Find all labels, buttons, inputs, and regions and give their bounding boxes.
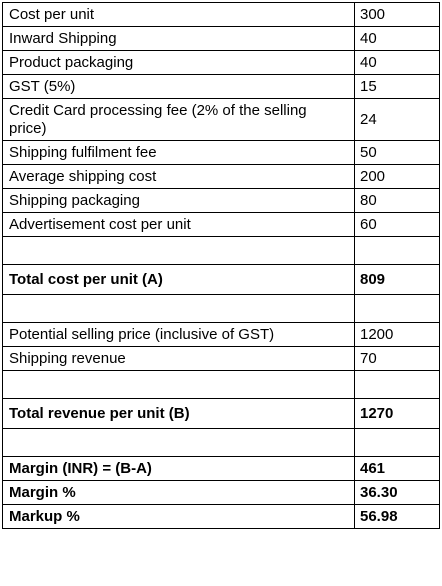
row-label[interactable]: Shipping revenue <box>2 346 355 371</box>
table-row-blank <box>2 294 440 323</box>
row-value[interactable] <box>354 236 440 265</box>
table-row-total-cost: Total cost per unit (A) 809 <box>2 264 440 295</box>
table-row: Shipping revenue 70 <box>2 346 440 371</box>
cost-breakdown-table: Cost per unit 300 Inward Shipping 40 Pro… <box>2 2 440 529</box>
row-label[interactable] <box>2 370 355 399</box>
row-label[interactable]: Credit Card processing fee (2% of the se… <box>2 98 355 141</box>
row-label[interactable]: Margin (INR) = (B-A) <box>2 456 355 481</box>
table-row: Average shipping cost 200 <box>2 164 440 189</box>
row-label[interactable]: Average shipping cost <box>2 164 355 189</box>
row-label[interactable] <box>2 294 355 323</box>
row-value[interactable]: 300 <box>354 2 440 27</box>
row-label[interactable] <box>2 428 355 457</box>
table-row-total-revenue: Total revenue per unit (B) 1270 <box>2 398 440 429</box>
table-row-blank <box>2 236 440 265</box>
row-label[interactable]: Markup % <box>2 504 355 529</box>
row-value[interactable]: 40 <box>354 50 440 75</box>
table-row: Shipping packaging 80 <box>2 188 440 213</box>
row-label[interactable]: Inward Shipping <box>2 26 355 51</box>
table-row: GST (5%) 15 <box>2 74 440 99</box>
table-row-blank <box>2 370 440 399</box>
row-label[interactable]: Shipping packaging <box>2 188 355 213</box>
table-row-markup-percent: Markup % 56.98 <box>2 504 440 529</box>
row-value[interactable]: 80 <box>354 188 440 213</box>
table-row: Advertisement cost per unit 60 <box>2 212 440 237</box>
table-row: Inward Shipping 40 <box>2 26 440 51</box>
row-value[interactable]: 40 <box>354 26 440 51</box>
row-label[interactable] <box>2 236 355 265</box>
table-row-blank <box>2 428 440 457</box>
row-label[interactable]: Product packaging <box>2 50 355 75</box>
row-value[interactable] <box>354 294 440 323</box>
row-label[interactable]: Margin % <box>2 480 355 505</box>
row-label[interactable]: Cost per unit <box>2 2 355 27</box>
row-label[interactable]: Potential selling price (inclusive of GS… <box>2 322 355 347</box>
row-value[interactable]: 1200 <box>354 322 440 347</box>
row-value[interactable]: 60 <box>354 212 440 237</box>
row-value[interactable] <box>354 370 440 399</box>
row-label[interactable]: GST (5%) <box>2 74 355 99</box>
table-row: Product packaging 40 <box>2 50 440 75</box>
row-value[interactable]: 50 <box>354 140 440 165</box>
row-label[interactable]: Advertisement cost per unit <box>2 212 355 237</box>
row-value[interactable]: 24 <box>354 98 440 141</box>
row-value[interactable]: 36.30 <box>354 480 440 505</box>
table-row: Potential selling price (inclusive of GS… <box>2 322 440 347</box>
table-row: Cost per unit 300 <box>2 2 440 27</box>
row-value[interactable] <box>354 428 440 457</box>
row-value[interactable]: 1270 <box>354 398 440 429</box>
table-row-margin-percent: Margin % 36.30 <box>2 480 440 505</box>
row-value[interactable]: 70 <box>354 346 440 371</box>
row-value[interactable]: 15 <box>354 74 440 99</box>
row-value[interactable]: 461 <box>354 456 440 481</box>
row-value[interactable]: 200 <box>354 164 440 189</box>
table-row-margin-inr: Margin (INR) = (B-A) 461 <box>2 456 440 481</box>
row-value[interactable]: 56.98 <box>354 504 440 529</box>
row-label[interactable]: Shipping fulfilment fee <box>2 140 355 165</box>
row-label[interactable]: Total revenue per unit (B) <box>2 398 355 429</box>
table-row: Shipping fulfilment fee 50 <box>2 140 440 165</box>
row-value[interactable]: 809 <box>354 264 440 295</box>
row-label[interactable]: Total cost per unit (A) <box>2 264 355 295</box>
table-row: Credit Card processing fee (2% of the se… <box>2 98 440 141</box>
